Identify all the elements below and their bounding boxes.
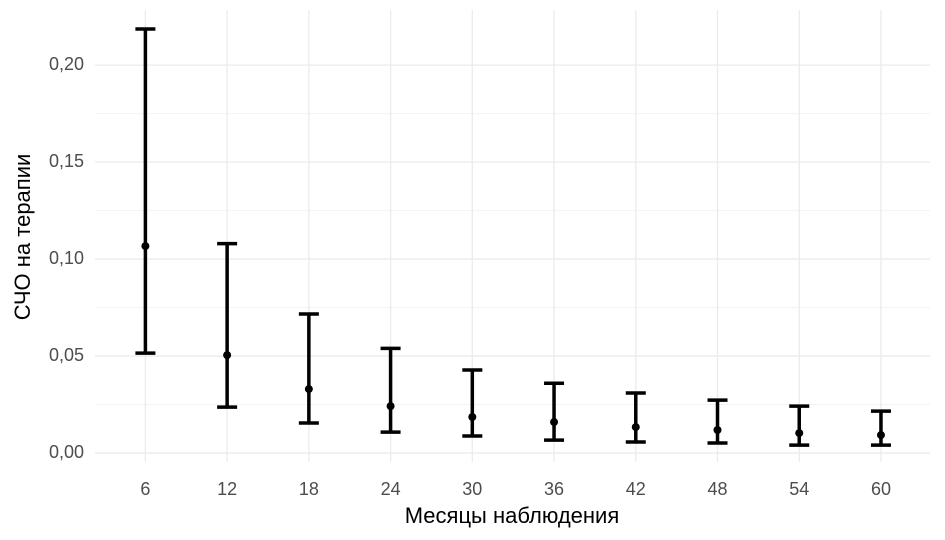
x-tick-label: 18 <box>299 479 319 499</box>
point <box>223 351 232 360</box>
point <box>631 423 640 432</box>
point <box>550 418 559 427</box>
x-tick-label: 48 <box>707 479 727 499</box>
x-tick-label: 42 <box>626 479 646 499</box>
point <box>386 402 395 411</box>
x-tick-label: 12 <box>217 479 237 499</box>
x-tick-label: 30 <box>462 479 482 499</box>
y-tick-label: 0,20 <box>49 54 84 74</box>
y-tick-label: 0,05 <box>49 345 84 365</box>
x-tick-label: 60 <box>871 479 891 499</box>
y-tick-label: 0,10 <box>49 248 84 268</box>
y-axis-title: СЧО на терапии <box>10 154 35 321</box>
point <box>713 425 722 434</box>
point <box>304 385 313 394</box>
point <box>876 431 885 440</box>
point <box>468 412 477 421</box>
point <box>141 242 150 251</box>
y-tick-label: 0,00 <box>49 442 84 462</box>
x-tick-label: 6 <box>140 479 150 499</box>
x-tick-label: 24 <box>381 479 401 499</box>
x-tick-label: 54 <box>789 479 809 499</box>
x-axis-title: Месяцы наблюдения <box>405 503 620 528</box>
x-tick-label: 36 <box>544 479 564 499</box>
y-tick-label: 0,15 <box>49 151 84 171</box>
point <box>795 429 804 438</box>
